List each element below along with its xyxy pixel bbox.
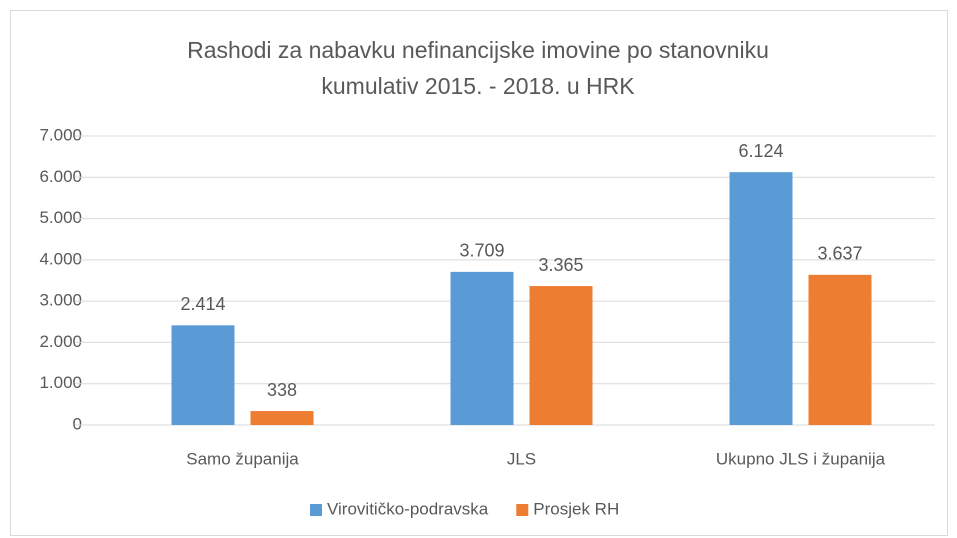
bar — [808, 274, 872, 425]
y-tick-label: 4.000 — [39, 249, 82, 268]
y-tick-label: 3.000 — [39, 291, 82, 310]
y-tick-label: 6.000 — [39, 167, 82, 186]
data-label: 3.365 — [538, 255, 583, 275]
data-label: 3.709 — [459, 241, 504, 261]
bar — [250, 411, 314, 425]
x-tick-label: JLS — [507, 449, 536, 468]
data-label: 2.414 — [180, 294, 225, 314]
legend-swatch — [516, 504, 529, 516]
x-tick-label: Samo županija — [186, 449, 299, 468]
bar — [529, 286, 593, 425]
legend-label: Virovitičko-podravska — [327, 499, 489, 518]
legend-swatch — [310, 504, 322, 516]
bar — [450, 271, 514, 425]
y-tick-label: 0 — [73, 414, 82, 433]
data-label: 6.124 — [738, 141, 783, 161]
y-tick-label: 7.000 — [39, 125, 82, 144]
y-tick-label: 1.000 — [39, 373, 82, 392]
legend-label: Prosjek RH — [533, 499, 619, 518]
bar — [729, 172, 793, 425]
data-label: 3.637 — [817, 244, 862, 264]
y-tick-label: 2.000 — [39, 332, 82, 351]
x-tick-label: Ukupno JLS i županija — [716, 449, 886, 468]
data-label: 338 — [267, 380, 297, 400]
chart-title: Rashodi za nabavku nefinancijske imovine… — [187, 37, 769, 63]
bar — [171, 325, 235, 425]
y-tick-label: 5.000 — [39, 208, 82, 227]
chart-title: kumulativ 2015. - 2018. u HRK — [321, 73, 635, 99]
